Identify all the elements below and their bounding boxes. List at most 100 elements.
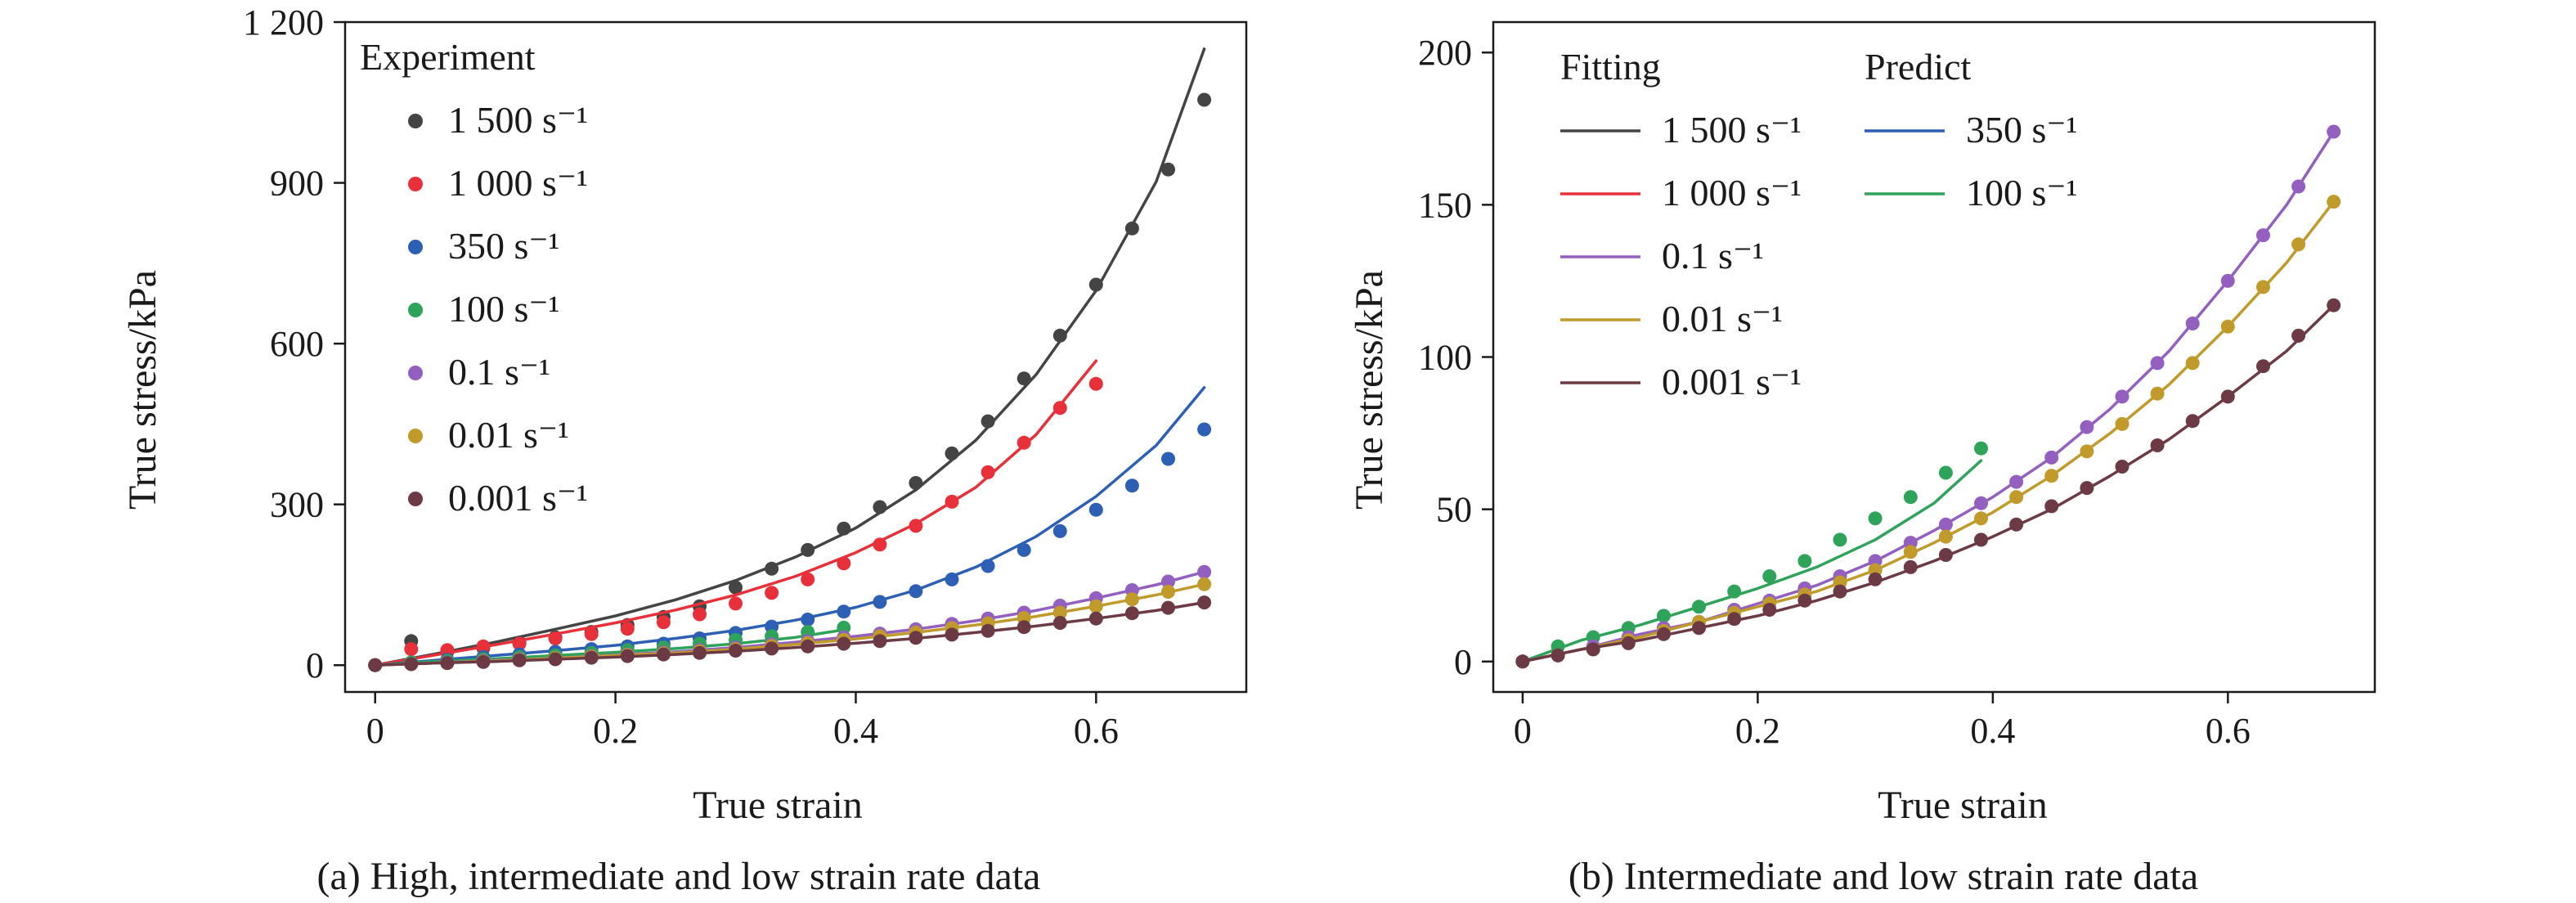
data-point bbox=[1016, 371, 1031, 386]
data-point bbox=[837, 521, 851, 536]
series-6 bbox=[368, 595, 1212, 672]
data-point bbox=[1903, 490, 1918, 505]
data-point bbox=[1938, 465, 1953, 480]
x-tick-label: 0 bbox=[1514, 711, 1532, 751]
data-point bbox=[945, 446, 959, 460]
data-point bbox=[2256, 228, 2270, 243]
x-axis-label: True strain bbox=[693, 784, 863, 827]
data-point bbox=[2009, 474, 2024, 489]
legend-marker bbox=[408, 366, 423, 380]
data-point bbox=[2327, 298, 2341, 312]
data-point bbox=[2220, 273, 2235, 288]
y-axis-label: True stress/kPa bbox=[121, 270, 164, 510]
data-point bbox=[2291, 237, 2306, 252]
data-point bbox=[1974, 441, 1988, 456]
legend-entry: 350 s⁻¹ bbox=[1966, 109, 2077, 150]
data-point bbox=[368, 658, 383, 672]
series-1 bbox=[1515, 124, 2341, 669]
data-point bbox=[945, 572, 959, 586]
data-point bbox=[1868, 511, 1883, 526]
legend-entry: 100 s⁻¹ bbox=[448, 288, 559, 330]
data-point bbox=[2185, 317, 2200, 330]
data-point bbox=[1088, 502, 1103, 517]
data-point bbox=[1692, 600, 1706, 614]
data-point bbox=[512, 636, 527, 651]
legend-entry: 0.1 s⁻¹ bbox=[448, 351, 550, 393]
data-point bbox=[909, 519, 923, 533]
data-point bbox=[1197, 92, 1212, 107]
data-point bbox=[1762, 569, 1777, 583]
data-point bbox=[1052, 401, 1067, 416]
data-point bbox=[1833, 532, 1847, 547]
x-tick-label: 0.4 bbox=[1970, 711, 2015, 751]
data-point bbox=[837, 620, 851, 635]
data-point bbox=[981, 623, 995, 638]
data-point bbox=[1197, 422, 1212, 437]
data-point bbox=[765, 641, 779, 656]
data-point bbox=[584, 650, 599, 665]
data-point bbox=[1868, 572, 1883, 586]
data-point bbox=[1088, 611, 1103, 626]
legend-entry: 0.001 s⁻¹ bbox=[1662, 361, 1802, 402]
data-point bbox=[2327, 124, 2341, 139]
data-point bbox=[981, 414, 995, 429]
data-point bbox=[548, 631, 563, 645]
series-3 bbox=[1515, 298, 2341, 669]
y-tick-label: 100 bbox=[1418, 338, 1472, 378]
series-1 bbox=[368, 359, 1103, 672]
data-point bbox=[1762, 603, 1777, 617]
panel-caption: (b) Intermediate and low strain rate dat… bbox=[1568, 855, 2198, 898]
legend-fitting-title: Fitting bbox=[1560, 46, 1661, 88]
data-point bbox=[1124, 606, 1139, 621]
data-point bbox=[404, 657, 419, 672]
data-point bbox=[1692, 621, 1706, 636]
legend-title: Experiment bbox=[360, 36, 536, 78]
data-point bbox=[2080, 481, 2094, 496]
data-point bbox=[2009, 490, 2024, 505]
legend-marker bbox=[408, 240, 423, 254]
plot-frame bbox=[343, 20, 1248, 694]
data-point bbox=[1903, 559, 1918, 574]
data-point bbox=[1656, 627, 1671, 641]
legend-entry: 1 500 s⁻¹ bbox=[1662, 109, 1802, 150]
y-tick-label: 150 bbox=[1418, 185, 1472, 225]
data-point bbox=[2256, 359, 2270, 374]
data-point bbox=[1656, 609, 1671, 623]
x-tick-label: 0.6 bbox=[1074, 711, 1119, 751]
data-point bbox=[873, 634, 887, 649]
data-point bbox=[1197, 577, 1212, 591]
data-point bbox=[909, 476, 923, 490]
fit-curve bbox=[373, 582, 1206, 667]
data-point bbox=[1161, 585, 1175, 599]
data-point bbox=[873, 595, 887, 609]
data-point bbox=[620, 649, 635, 663]
data-point bbox=[1797, 593, 1812, 608]
data-point bbox=[1016, 542, 1031, 557]
data-point bbox=[1088, 277, 1103, 292]
series-0 bbox=[1515, 441, 1988, 669]
data-point bbox=[837, 556, 851, 571]
data-point bbox=[2291, 328, 2306, 343]
legend-marker bbox=[408, 429, 423, 443]
fit-curve bbox=[1521, 200, 2336, 663]
y-tick-label: 0 bbox=[1454, 642, 1472, 682]
data-point bbox=[440, 656, 455, 671]
data-point bbox=[765, 619, 779, 634]
x-axis-label: True strain bbox=[1878, 784, 2048, 827]
x-tick-label: 0 bbox=[366, 711, 384, 751]
data-point bbox=[1161, 162, 1175, 177]
data-point bbox=[1903, 545, 1918, 559]
data-point bbox=[945, 627, 959, 642]
data-point bbox=[1052, 605, 1067, 620]
data-point bbox=[765, 561, 779, 576]
fit-curve bbox=[1521, 459, 1983, 663]
data-point bbox=[1515, 654, 1530, 669]
fit-curve bbox=[1521, 130, 2336, 663]
data-point bbox=[2115, 416, 2129, 431]
data-point bbox=[729, 644, 743, 658]
data-point bbox=[2150, 356, 2165, 371]
data-point bbox=[1052, 523, 1067, 538]
legend-entry: 350 s⁻¹ bbox=[448, 225, 559, 267]
data-point bbox=[693, 607, 707, 622]
